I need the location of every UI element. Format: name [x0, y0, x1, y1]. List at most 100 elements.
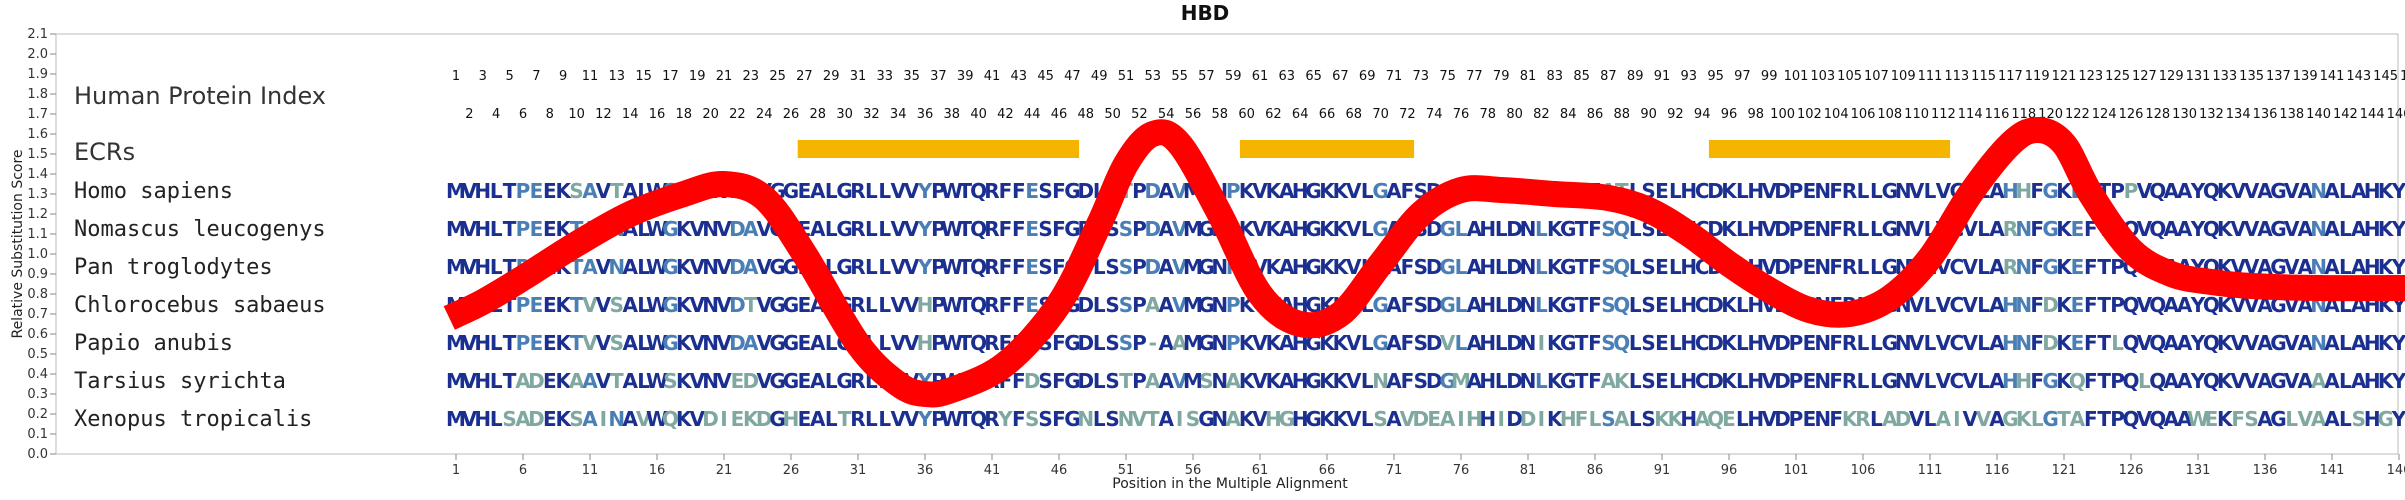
residue: A — [1989, 369, 2005, 393]
residue: Q — [970, 179, 987, 203]
index-bottom-number: 102 — [1797, 107, 1822, 122]
residue: H — [1680, 179, 1697, 203]
residue: S — [1038, 407, 1052, 431]
x-tick-label: 86 — [1587, 463, 1604, 478]
index-bottom-number: 28 — [810, 107, 827, 122]
residue: V — [756, 217, 772, 241]
residue: L — [1093, 293, 1106, 317]
residue: A — [743, 331, 759, 355]
residue: V — [1252, 331, 1268, 355]
residue: A — [1467, 331, 1483, 355]
residue: G — [769, 369, 785, 393]
residue: S — [1601, 255, 1615, 279]
residue: L — [1924, 179, 1937, 203]
index-bottom-number: 122 — [2065, 107, 2090, 122]
residue: T — [610, 179, 624, 203]
residue: K — [676, 217, 693, 241]
index-bottom-number: 30 — [836, 107, 853, 122]
residue: A — [1989, 255, 2005, 279]
index-top-number: 31 — [850, 69, 867, 84]
residue: P — [2110, 407, 2125, 431]
residue: K — [1333, 255, 1350, 279]
index-bottom-number: 24 — [756, 107, 773, 122]
residue: H — [1479, 217, 1496, 241]
residue: A — [1279, 369, 1295, 393]
index-bottom-number: 106 — [1851, 107, 1876, 122]
residue: Q — [970, 255, 987, 279]
residue: H — [1747, 217, 1764, 241]
residue: L — [878, 293, 891, 317]
residue: V — [2230, 217, 2246, 241]
residue: G — [662, 255, 678, 279]
residue: P — [1226, 293, 1241, 317]
residue: V — [890, 217, 906, 241]
residue: A — [2351, 217, 2367, 241]
residue: H — [1747, 369, 1764, 393]
residue: T — [1146, 407, 1160, 431]
index-bottom-number: 76 — [1453, 107, 1470, 122]
residue: S — [1601, 407, 1615, 431]
index-top-number: 11 — [582, 69, 599, 84]
residue: L — [1870, 217, 1883, 241]
residue: V — [1909, 331, 1925, 355]
x-tick-label: 96 — [1721, 463, 1738, 478]
index-top-number: 53 — [1145, 69, 1162, 84]
residue: E — [2071, 217, 2085, 241]
residue: F — [1829, 369, 1843, 393]
residue: S — [1105, 369, 1119, 393]
residue: H — [917, 331, 934, 355]
residue: H — [474, 369, 491, 393]
residue: H — [1479, 331, 1496, 355]
residue: Y — [2391, 179, 2405, 203]
residue: A — [1936, 407, 1952, 431]
residue: L — [1361, 217, 1374, 241]
index-top-number: 35 — [903, 69, 920, 84]
residue: Q — [2149, 293, 2166, 317]
x-axis-label: Position in the Multiple Alignment — [1112, 476, 1348, 492]
residue: P — [931, 255, 946, 279]
residue: L — [1535, 217, 1548, 241]
residue: A — [2324, 369, 2340, 393]
y-tick-label: 0.9 — [27, 267, 48, 282]
residue: V — [462, 255, 478, 279]
residue: M — [1183, 255, 1203, 279]
residue: G — [2270, 179, 2286, 203]
residue: P — [1226, 331, 1241, 355]
residue: G — [1560, 255, 1576, 279]
residue: S — [1186, 407, 1200, 431]
index-bottom-number: 92 — [1667, 107, 1684, 122]
residue: F — [999, 179, 1013, 203]
residue: K — [1547, 331, 1564, 355]
x-tick-label: 16 — [649, 463, 666, 478]
residue: D — [1506, 255, 1523, 279]
residue: N — [608, 407, 625, 431]
residue: S — [1105, 293, 1119, 317]
residue: H — [2002, 369, 2019, 393]
residue: G — [1372, 293, 1388, 317]
index-bottom-number: 112 — [1931, 107, 1956, 122]
residue: H — [474, 331, 491, 355]
residue: S — [610, 293, 624, 317]
residue: L — [1736, 331, 1749, 355]
residue: T — [958, 255, 972, 279]
residue: V — [2230, 179, 2246, 203]
residue: A — [2163, 217, 2179, 241]
residue: P — [931, 293, 946, 317]
residue: A — [582, 179, 598, 203]
residue: A — [622, 407, 638, 431]
residue: F — [1052, 369, 1066, 393]
residue: R — [1842, 217, 1857, 241]
residue: N — [2310, 331, 2327, 355]
residue: E — [1025, 179, 1039, 203]
residue: V — [904, 179, 920, 203]
residue: V — [1936, 369, 1952, 393]
residue: C — [1695, 179, 1710, 203]
residue: L — [1736, 369, 1749, 393]
index-bottom-number: 56 — [1185, 107, 1202, 122]
residue: A — [1158, 217, 1174, 241]
index-bottom-number: 100 — [1770, 107, 1795, 122]
residue: I — [1176, 407, 1183, 431]
residue: L — [1455, 217, 1468, 241]
residue: N — [1520, 217, 1537, 241]
residue: A — [1989, 179, 2005, 203]
